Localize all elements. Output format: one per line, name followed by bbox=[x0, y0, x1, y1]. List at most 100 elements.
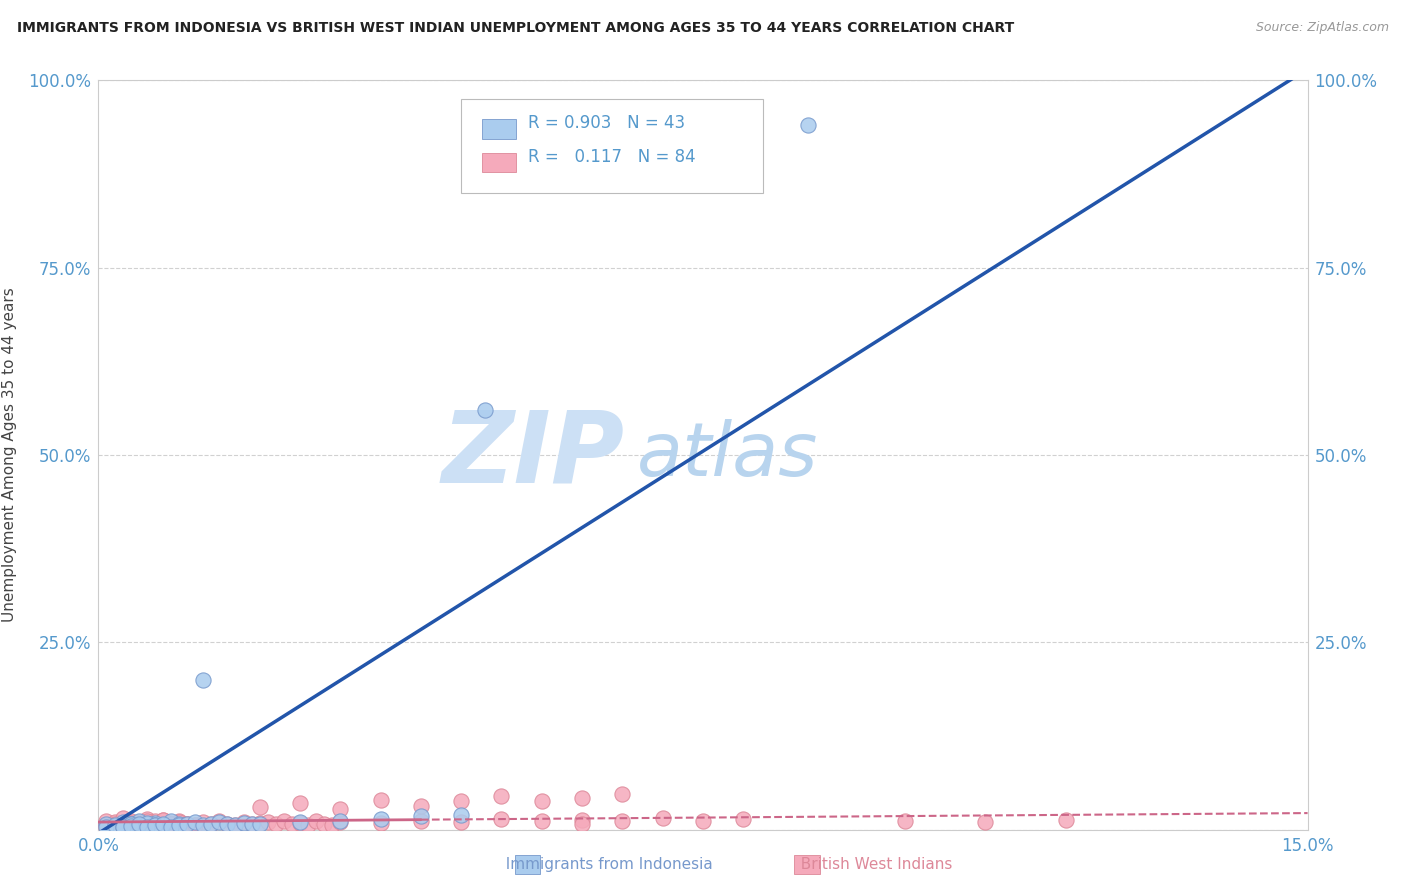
Point bbox=[135, 815, 157, 830]
Point bbox=[288, 815, 311, 830]
Point bbox=[135, 816, 157, 830]
Text: atlas: atlas bbox=[637, 419, 818, 491]
Point bbox=[167, 817, 190, 831]
Point bbox=[135, 817, 157, 831]
Point bbox=[120, 815, 142, 830]
Text: ZIP: ZIP bbox=[441, 407, 624, 503]
Point bbox=[120, 816, 142, 830]
Point bbox=[128, 814, 150, 828]
Point bbox=[305, 814, 328, 829]
Point bbox=[128, 819, 150, 833]
Point bbox=[409, 809, 432, 823]
Point bbox=[128, 819, 150, 833]
Point bbox=[160, 815, 183, 830]
Point bbox=[160, 820, 183, 834]
Point bbox=[152, 816, 174, 830]
Point bbox=[193, 815, 215, 830]
Point bbox=[224, 818, 246, 832]
Point bbox=[96, 814, 118, 828]
Point bbox=[120, 817, 142, 831]
Point bbox=[193, 673, 215, 687]
Point bbox=[288, 815, 311, 830]
Point bbox=[103, 819, 125, 833]
Point bbox=[208, 814, 231, 828]
Point bbox=[152, 813, 174, 827]
Point bbox=[329, 815, 352, 830]
Point bbox=[152, 813, 174, 827]
Point bbox=[135, 812, 157, 826]
Point bbox=[111, 820, 134, 834]
Point bbox=[974, 815, 997, 830]
Point bbox=[571, 813, 593, 827]
Point bbox=[474, 403, 496, 417]
Point bbox=[111, 820, 134, 834]
Point bbox=[128, 820, 150, 834]
Point bbox=[143, 815, 166, 830]
Point bbox=[450, 815, 472, 830]
Point bbox=[264, 816, 287, 830]
Point bbox=[135, 814, 157, 829]
Point bbox=[797, 118, 820, 132]
Point bbox=[160, 817, 183, 831]
Point bbox=[314, 816, 336, 830]
Point bbox=[152, 820, 174, 834]
Point bbox=[143, 818, 166, 832]
Point bbox=[208, 815, 231, 830]
Point bbox=[249, 816, 271, 830]
Point bbox=[111, 820, 134, 834]
Point bbox=[103, 818, 125, 832]
Point bbox=[96, 820, 118, 834]
Point bbox=[329, 801, 352, 815]
Point bbox=[200, 817, 222, 831]
Point bbox=[111, 811, 134, 825]
Bar bbox=[482, 153, 516, 172]
Point bbox=[128, 815, 150, 830]
Point bbox=[184, 815, 207, 830]
Point bbox=[370, 812, 392, 826]
Point bbox=[111, 816, 134, 830]
Text: British West Indians: British West Indians bbox=[792, 857, 952, 872]
Bar bbox=[482, 119, 516, 139]
Point bbox=[370, 792, 392, 806]
Point bbox=[281, 817, 304, 831]
Point bbox=[111, 820, 134, 834]
Point bbox=[651, 811, 673, 825]
Point bbox=[273, 814, 295, 829]
Point bbox=[409, 798, 432, 813]
Point bbox=[491, 789, 513, 803]
Point bbox=[128, 819, 150, 833]
Point bbox=[167, 816, 190, 830]
Point bbox=[232, 815, 254, 830]
Point bbox=[135, 817, 157, 831]
Point bbox=[409, 814, 432, 828]
Point bbox=[240, 817, 263, 831]
Y-axis label: Unemployment Among Ages 35 to 44 years: Unemployment Among Ages 35 to 44 years bbox=[3, 287, 17, 623]
Point bbox=[120, 814, 142, 828]
Point bbox=[103, 819, 125, 833]
Point bbox=[96, 816, 118, 830]
Text: R = 0.903   N = 43: R = 0.903 N = 43 bbox=[527, 114, 685, 132]
Point bbox=[103, 815, 125, 830]
Point bbox=[249, 815, 271, 830]
Point bbox=[120, 818, 142, 832]
Point bbox=[135, 820, 157, 834]
Point bbox=[160, 817, 183, 831]
Point bbox=[167, 818, 190, 832]
Point bbox=[176, 816, 198, 830]
Point bbox=[224, 818, 246, 832]
Text: R =   0.117   N = 84: R = 0.117 N = 84 bbox=[527, 148, 696, 166]
Point bbox=[733, 812, 755, 826]
Point bbox=[167, 814, 190, 828]
Point bbox=[329, 814, 352, 828]
Point bbox=[321, 818, 343, 832]
Point bbox=[450, 794, 472, 808]
Point bbox=[200, 816, 222, 830]
Point bbox=[176, 816, 198, 830]
Point bbox=[450, 807, 472, 822]
Point bbox=[893, 814, 915, 828]
Point bbox=[297, 818, 319, 832]
Point bbox=[193, 818, 215, 832]
Text: Source: ZipAtlas.com: Source: ZipAtlas.com bbox=[1256, 21, 1389, 35]
Text: IMMIGRANTS FROM INDONESIA VS BRITISH WEST INDIAN UNEMPLOYMENT AMONG AGES 35 TO 4: IMMIGRANTS FROM INDONESIA VS BRITISH WES… bbox=[17, 21, 1014, 36]
Point bbox=[111, 815, 134, 830]
